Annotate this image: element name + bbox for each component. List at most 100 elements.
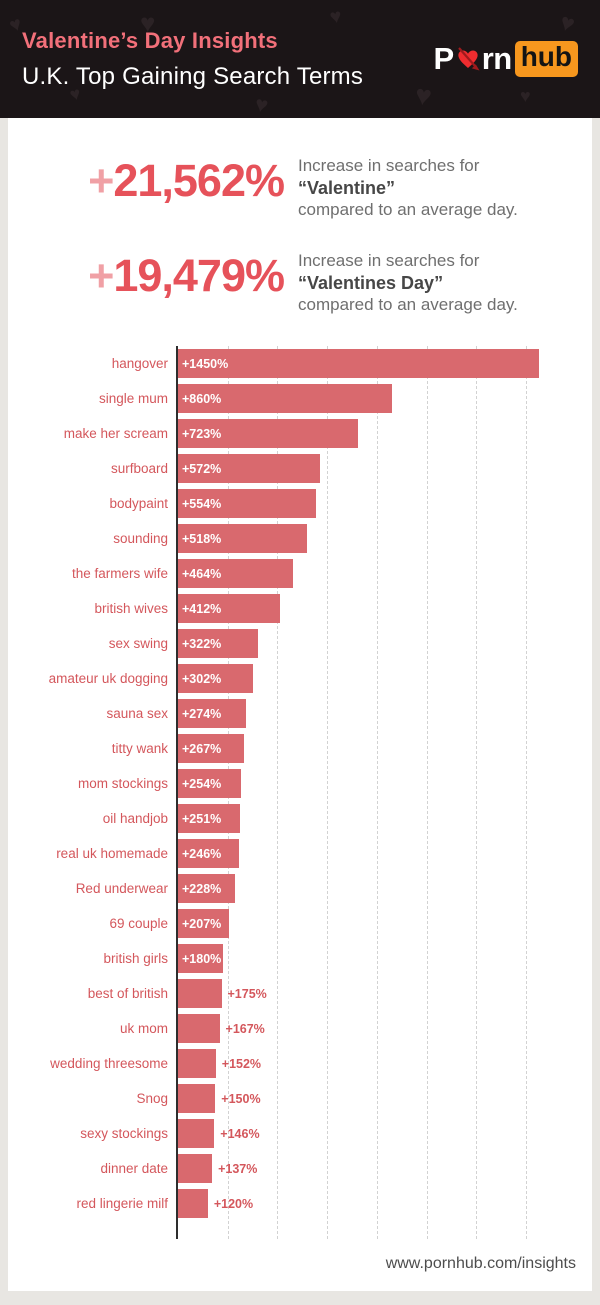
- bar: +554%: [178, 489, 316, 518]
- bar-value-label: +274%: [182, 706, 222, 721]
- stat-number: 21,562%: [113, 155, 285, 206]
- bar: [178, 979, 222, 1008]
- bar: +246%: [178, 839, 240, 868]
- bar-value-label: +146%: [220, 1126, 260, 1141]
- stat-plus-sign: +: [88, 155, 114, 206]
- bar-category-label: oil handjob: [102, 811, 168, 826]
- stat-line1: Increase in searches for: [298, 251, 480, 270]
- chart-row: british girls +180%: [8, 941, 592, 976]
- chart-row: surfboard +572%: [8, 451, 592, 486]
- stat-valentines-day: +19,479% Increase in searches for “Valen…: [8, 247, 592, 316]
- bar-area: +322%: [178, 629, 546, 658]
- bar-category-label: uk mom: [119, 1021, 168, 1036]
- bar-category-label: titty wank: [111, 741, 168, 756]
- bar-area: +137%: [178, 1154, 546, 1183]
- bar-category-label: british girls: [103, 951, 168, 966]
- bar-area: +167%: [178, 1014, 546, 1043]
- stat-value: +21,562%: [8, 152, 285, 206]
- bar-chart: hangover +1450% single mum +860% make her sc…: [8, 346, 592, 1239]
- bar-value-label: +267%: [182, 741, 222, 756]
- chart-row: red lingerie milf +120%: [8, 1186, 592, 1221]
- bar-area: +251%: [178, 804, 546, 833]
- bar-area: +228%: [178, 874, 546, 903]
- chart-row: mom stockings +254%: [8, 766, 592, 801]
- heart-arrow-icon: [455, 45, 481, 73]
- pornhub-logo: P rn hub: [434, 41, 578, 77]
- stat-term: “Valentine”: [298, 178, 396, 198]
- bar-area: +518%: [178, 524, 546, 553]
- bar-category-label: british wives: [94, 601, 168, 616]
- bar: +723%: [178, 419, 358, 448]
- bar-area: +180%: [178, 944, 546, 973]
- bar: +860%: [178, 384, 392, 413]
- bar-category-label: the farmers wife: [71, 566, 168, 581]
- bar-category-label: mom stockings: [77, 776, 168, 791]
- gridline: [277, 346, 279, 1239]
- chart-row: sauna sex +274%: [8, 696, 592, 731]
- bar: +207%: [178, 909, 230, 938]
- bar-category-label: Red underwear: [75, 881, 168, 896]
- bar-value-label: +322%: [182, 636, 222, 651]
- chart-row: uk mom +167%: [8, 1011, 592, 1046]
- bar-category-label: 69 couple: [109, 916, 168, 931]
- bar-category-label: Snog: [136, 1091, 168, 1106]
- bar-value-label: +137%: [218, 1161, 258, 1176]
- bar-category-label: red lingerie milf: [76, 1196, 168, 1211]
- bar-value-label: +152%: [221, 1056, 262, 1071]
- bar-value-label: +207%: [182, 916, 222, 931]
- bar: +518%: [178, 524, 307, 553]
- bar-value-label: +412%: [182, 601, 222, 616]
- heart-decoration-icon: [520, 86, 531, 107]
- bar: +180%: [178, 944, 223, 973]
- chart-row: the farmers wife +464%: [8, 556, 592, 591]
- chart-row: Snog +150%: [8, 1081, 592, 1116]
- stat-number: 19,479%: [113, 250, 285, 301]
- bar: +228%: [178, 874, 235, 903]
- bar-area: +267%: [178, 734, 546, 763]
- bar-value-label: +175%: [227, 986, 267, 1001]
- stat-term: “Valentines Day”: [298, 273, 444, 293]
- bar-area: +152%: [178, 1049, 546, 1078]
- bar-value-label: +180%: [182, 951, 222, 966]
- bar-area: +860%: [178, 384, 546, 413]
- bar: [178, 1189, 208, 1218]
- bar-area: +274%: [178, 699, 546, 728]
- heart-decoration-icon: [556, 8, 578, 39]
- bar-value-label: +228%: [182, 881, 222, 896]
- bar-category-label: sex swing: [108, 636, 168, 651]
- bar-area: +150%: [178, 1084, 546, 1113]
- bar-category-label: dinner date: [100, 1161, 168, 1176]
- bar-area: +412%: [178, 594, 546, 623]
- bar: +412%: [178, 594, 281, 623]
- footer: www.pornhub.com/insights: [8, 1239, 592, 1291]
- bar-value-label: +518%: [182, 531, 222, 546]
- header-titles: Valentine’s Day Insights U.K. Top Gainin…: [22, 28, 363, 91]
- bar-category-label: amateur uk dogging: [48, 671, 168, 686]
- chart-row: single mum +860%: [8, 381, 592, 416]
- content-panel: +21,562% Increase in searches for “Valen…: [8, 118, 592, 1291]
- bar-area: +175%: [178, 979, 546, 1008]
- bar-area: +572%: [178, 454, 546, 483]
- bar-category-label: single mum: [98, 391, 168, 406]
- bar: +572%: [178, 454, 321, 483]
- stat-description: Increase in searches for “Valentines Day…: [298, 247, 518, 316]
- bar-area: +302%: [178, 664, 546, 693]
- stat-line1: Increase in searches for: [298, 156, 480, 175]
- bar-value-label: +1450%: [182, 356, 229, 371]
- chart-row: oil handjob +251%: [8, 801, 592, 836]
- bar: [178, 1119, 215, 1148]
- bar-category-label: hangover: [111, 356, 168, 371]
- stat-plus-sign: +: [88, 250, 114, 301]
- bar-area: +1450%: [178, 349, 546, 378]
- bar: +464%: [178, 559, 294, 588]
- gridline: [476, 346, 478, 1239]
- stat-line2: compared to an average day.: [298, 200, 518, 219]
- bar: +251%: [178, 804, 241, 833]
- chart-row: british wives +412%: [8, 591, 592, 626]
- bar-category-label: sexy stockings: [80, 1126, 168, 1141]
- bar-value-label: +860%: [182, 391, 222, 406]
- gridline: [526, 346, 528, 1239]
- bar: +1450%: [178, 349, 539, 378]
- chart-row: best of british +175%: [8, 976, 592, 1011]
- chart-row: 69 couple +207%: [8, 906, 592, 941]
